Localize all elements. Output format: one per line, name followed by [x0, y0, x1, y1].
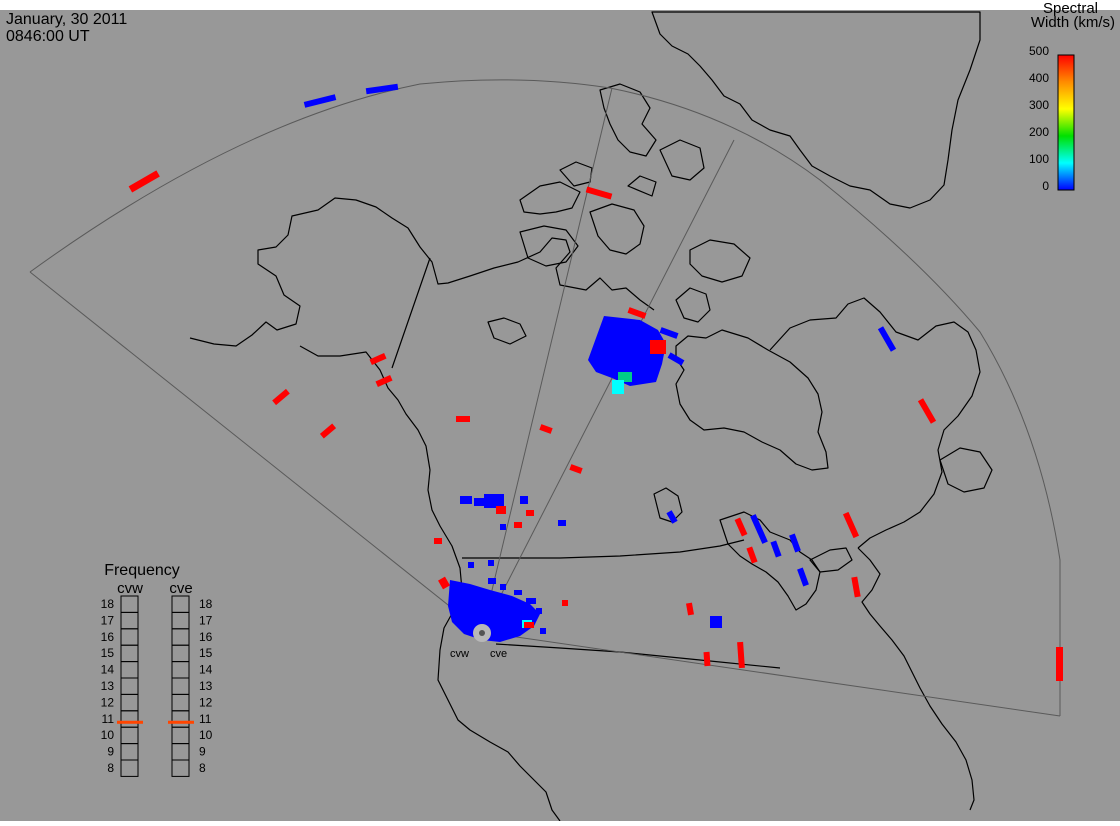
frequency-label-cvw: cvw — [117, 580, 143, 597]
echo-cluster-radar-site — [434, 538, 568, 642]
colorbar-tick: 100 — [1029, 152, 1049, 166]
frequency-panel: Frequency cvw cve 18 17 16 15 14 13 12 11 10 9 8 1… — [101, 562, 213, 777]
frequency-tick-right: 8 — [199, 761, 206, 775]
frequency-tick-right: 17 — [199, 613, 213, 627]
colorbar-title-line1: Spectral — [1043, 0, 1098, 17]
frequency-column-cvw — [120, 595, 139, 777]
radar-label-cvw: cvw — [450, 648, 469, 660]
colorbar-ticks: 500 400 300 200 100 0 — [1029, 44, 1049, 193]
frequency-tick-left: 18 — [101, 597, 115, 611]
frequency-tick-right: 18 — [199, 597, 213, 611]
frequency-tick-right: 11 — [199, 712, 212, 726]
echo-patches — [128, 83, 1063, 681]
frequency-tick-left: 17 — [101, 613, 115, 627]
colorbar-tick: 500 — [1029, 44, 1049, 58]
colorbar-scale — [1057, 54, 1075, 191]
radar-label-cve: cve — [490, 648, 507, 660]
frequency-tick-left: 10 — [101, 728, 115, 742]
frequency-marker-cvw — [117, 720, 143, 724]
frequency-column-cve — [171, 595, 190, 777]
frequency-ticks-left: 18 17 16 15 14 13 12 11 10 9 8 — [101, 597, 115, 775]
colorbar: Spectral Width (km/s) 500 400 300 200 10… — [1029, 0, 1115, 193]
echo-cluster-hudson — [588, 307, 685, 394]
frequency-tick-left: 14 — [101, 663, 115, 677]
frequency-tick-left: 13 — [101, 679, 115, 693]
frequency-tick-right: 15 — [199, 646, 213, 660]
frequency-tick-left: 11 — [102, 712, 115, 726]
frequency-ticks-right: 18 17 16 15 14 13 12 11 10 9 8 — [199, 597, 213, 775]
time-label: 0846:00 UT — [6, 28, 90, 45]
frequency-tick-right: 13 — [199, 679, 213, 693]
colorbar-tick: 200 — [1029, 125, 1049, 139]
echo-scatter — [128, 83, 1063, 681]
frequency-tick-right: 9 — [199, 745, 206, 759]
frequency-tick-left: 8 — [107, 761, 114, 775]
colorbar-tick: 300 — [1029, 98, 1049, 112]
frequency-marker-cve — [168, 720, 194, 724]
frequency-cell — [120, 759, 139, 777]
radar-fov — [29, 79, 1061, 717]
frequency-cell — [171, 759, 190, 777]
radar-site-marker — [473, 624, 491, 642]
frequency-tick-left: 16 — [101, 630, 115, 644]
frequency-tick-left: 15 — [101, 646, 115, 660]
coastlines — [189, 11, 993, 822]
date-label: January, 30 2011 — [6, 11, 127, 28]
colorbar-tick: 400 — [1029, 71, 1049, 85]
frequency-tick-right: 16 — [199, 630, 213, 644]
echo-cluster-prairies — [460, 494, 566, 530]
frequency-label-cve: cve — [169, 580, 192, 597]
frequency-tick-left: 9 — [107, 745, 114, 759]
frequency-tick-right: 14 — [199, 663, 213, 677]
colorbar-title-line2: Width (km/s) — [1031, 14, 1115, 31]
map-background — [0, 10, 1120, 821]
frequency-tick-right: 10 — [199, 728, 213, 742]
frequency-tick-left: 12 — [101, 695, 115, 709]
frequency-tick-right: 12 — [199, 695, 213, 709]
colorbar-tick: 0 — [1042, 179, 1049, 193]
frequency-title: Frequency — [104, 562, 180, 579]
